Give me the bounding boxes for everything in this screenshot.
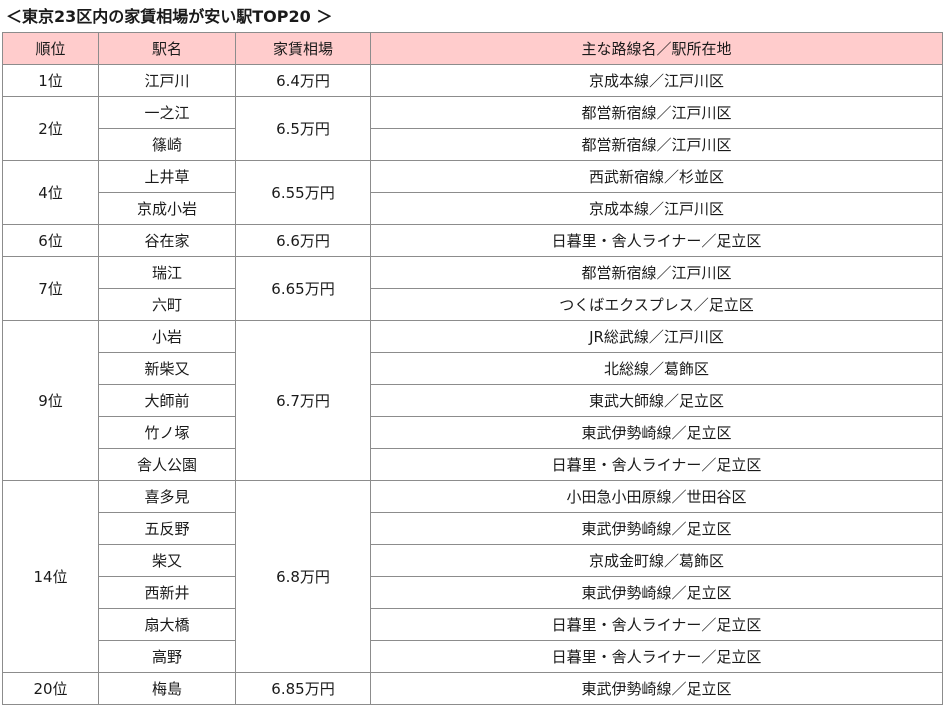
table-row: 2位 一之江 6.5万円 都営新宿線／江戸川区 [2,96,943,161]
table-row: 扇大橋 日暮里・舎人ライナー／足立区 [3,608,943,641]
rent-ranking-table: 順位 駅名 家賃相場 主な路線名／駅所在地 1位 江戸川 6.4万円 京成本線／江戸川… [2,32,943,705]
header-rent: 家賃相場 [235,32,371,65]
line-location-cell: 東武伊勢崎線／足立区 [370,416,943,449]
station-name-cell: 大師前 [98,384,236,417]
rent-cell: 6.6万円 [235,224,371,257]
table-row: 6位 谷在家 6.6万円 日暮里・舎人ライナー／足立区 [2,224,943,257]
line-location-cell: 日暮里・舎人ライナー／足立区 [370,608,943,641]
line-location-cell: 東武伊勢崎線／足立区 [370,576,943,609]
table-row: 西新井 東武伊勢崎線／足立区 [3,576,943,609]
station-name-cell: 京成小岩 [98,192,236,225]
table-row: 20位 梅島 6.85万円 東武伊勢崎線／足立区 [2,672,943,705]
table-row: 柴又 京成金町線／葛飾区 [3,544,943,577]
line-location-cell: 日暮里・舎人ライナー／足立区 [370,640,943,673]
station-name-cell: 高野 [98,640,236,673]
table-row: 4位 上井草 6.55万円 西武新宿線／杉並区 [2,160,943,225]
station-name-cell: 江戸川 [98,64,236,97]
table-row: 五反野 東武伊勢崎線／足立区 [3,512,943,545]
station-name-cell: 小岩 [98,320,236,353]
station-name-cell: 梅島 [98,672,236,705]
station-name-cell: 谷在家 [98,224,236,257]
line-location-cell: 都営新宿線／江戸川区 [370,96,943,129]
table-row: 大師前 東武大師線／足立区 [3,384,943,417]
table-row: 14位 喜多見 6.8万円 小田急小田原線／世田谷区 [2,480,943,673]
rank-cell: 2位 [2,96,99,161]
rent-cell: 6.7万円 [235,320,371,481]
line-location-cell: 京成本線／江戸川区 [370,192,943,225]
rent-cell: 6.4万円 [235,64,371,97]
line-location-cell: 京成本線／江戸川区 [370,64,943,97]
rent-cell: 6.8万円 [235,480,371,673]
line-location-cell: JR総武線／江戸川区 [370,320,943,353]
station-name-cell: 喜多見 [98,480,236,513]
table-row: 京成小岩 京成本線／江戸川区 [3,192,943,225]
station-name-cell: 六町 [98,288,236,321]
table-row: 六町 つくばエクスプレス／足立区 [3,288,943,321]
station-name-cell: 扇大橋 [98,608,236,641]
station-name-cell: 柴又 [98,544,236,577]
rent-cell: 6.5万円 [235,96,371,161]
station-name-cell: 一之江 [98,96,236,129]
table-row: 新柴又 北総線／葛飾区 [3,352,943,385]
table-row: 高野 日暮里・舎人ライナー／足立区 [3,640,943,673]
table-row: 9位 小岩 6.7万円 JR総武線／江戸川区 [2,320,943,481]
station-name-cell: 篠崎 [98,128,236,161]
line-location-cell: 北総線／葛飾区 [370,352,943,385]
rank-cell: 9位 [2,320,99,481]
line-location-cell: 小田急小田原線／世田谷区 [370,480,943,513]
line-location-cell: 西武新宿線／杉並区 [370,160,943,193]
page-title: ＜東京23区内の家賃相場が安い駅TOP20 ＞ [6,7,333,26]
line-location-cell: 京成金町線／葛飾区 [370,544,943,577]
station-name-cell: 新柴又 [98,352,236,385]
header-line-location: 主な路線名／駅所在地 [370,32,943,65]
rank-cell: 20位 [2,672,99,705]
table-row: 竹ノ塚 東武伊勢崎線／足立区 [3,416,943,449]
line-location-cell: 東武伊勢崎線／足立区 [370,672,943,705]
header-row: 順位 駅名 家賃相場 主な路線名／駅所在地 [2,32,943,65]
rank-cell: 14位 [2,480,99,673]
line-location-cell: 都営新宿線／江戸川区 [370,128,943,161]
header-station: 駅名 [98,32,236,65]
header-rank: 順位 [2,32,99,65]
rent-cell: 6.85万円 [235,672,371,705]
table-row: 舎人公園 日暮里・舎人ライナー／足立区 [3,448,943,481]
station-name-cell: 西新井 [98,576,236,609]
line-location-cell: 都営新宿線／江戸川区 [370,256,943,289]
line-location-cell: 日暮里・舎人ライナー／足立区 [370,448,943,481]
station-name-cell: 舎人公園 [98,448,236,481]
line-location-cell: 東武伊勢崎線／足立区 [370,512,943,545]
line-location-cell: つくばエクスプレス／足立区 [370,288,943,321]
line-location-cell: 日暮里・舎人ライナー／足立区 [370,224,943,257]
table-body: 1位 江戸川 6.4万円 京成本線／江戸川区 2位 一之江 6.5万円 都営新宿線／江戸川区篠… [2,64,943,705]
station-name-cell: 瑞江 [98,256,236,289]
rent-cell: 6.55万円 [235,160,371,225]
line-location-cell: 東武大師線／足立区 [370,384,943,417]
station-name-cell: 竹ノ塚 [98,416,236,449]
station-name-cell: 上井草 [98,160,236,193]
table-row: 1位 江戸川 6.4万円 京成本線／江戸川区 [2,64,943,97]
table-row: 7位 瑞江 6.65万円 都営新宿線／江戸川区 [2,256,943,321]
station-name-cell: 五反野 [98,512,236,545]
table-row: 篠崎 都営新宿線／江戸川区 [3,128,943,161]
rank-cell: 7位 [2,256,99,321]
rank-cell: 1位 [2,64,99,97]
rent-cell: 6.65万円 [235,256,371,321]
rank-cell: 6位 [2,224,99,257]
rank-cell: 4位 [2,160,99,225]
